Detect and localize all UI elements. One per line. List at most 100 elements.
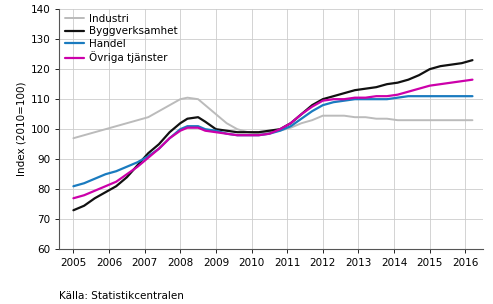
Handel [416,94,422,98]
Övriga tjänster [195,126,201,130]
Övriga tjänster [459,79,465,83]
Industri [437,118,443,122]
Byggverksamhet [459,61,465,65]
Byggverksamhet [202,120,208,123]
Industri [70,136,76,140]
Handel [266,132,272,136]
Handel [448,94,454,98]
Övriga tjänster [156,147,162,150]
Övriga tjänster [167,136,173,140]
Industri [234,127,240,131]
Byggverksamhet [469,58,475,62]
Byggverksamhet [92,196,98,200]
Övriga tjänster [184,126,190,130]
Övriga tjänster [81,193,87,197]
Övriga tjänster [352,96,358,99]
Industri [135,118,141,122]
Industri [167,103,173,107]
Övriga tjänster [124,172,130,176]
Industri [320,114,326,118]
Handel [103,172,108,176]
Övriga tjänster [309,105,315,109]
Handel [437,94,443,98]
Industri [469,118,475,122]
Handel [70,185,76,188]
Övriga tjänster [437,82,443,86]
Line: Handel: Handel [73,96,472,186]
Handel [113,169,119,173]
Handel [167,136,173,140]
Industri [459,118,465,122]
Industri [448,118,454,122]
Övriga tjänster [135,165,141,168]
Industri [256,132,262,136]
Byggverksamhet [288,121,294,125]
Övriga tjänster [256,133,262,137]
Handel [427,94,433,98]
Handel [81,181,87,185]
Övriga tjänster [448,81,454,85]
Industri [363,115,369,119]
Byggverksamhet [341,91,347,95]
Byggverksamhet [384,82,390,86]
Byggverksamhet [103,190,108,194]
Industri [202,103,208,107]
Text: Källa: Statistikcentralen: Källa: Statistikcentralen [59,291,184,301]
Övriga tjänster [92,189,98,192]
Övriga tjänster [363,96,369,99]
Handel [245,133,251,137]
Övriga tjänster [373,94,379,98]
Industri [145,115,151,119]
Byggverksamhet [298,112,304,116]
Industri [352,115,358,119]
Handel [320,103,326,107]
Byggverksamhet [135,164,141,167]
Industri [124,121,130,125]
Legend: Industri, Byggverksamhet, Handel, Övriga tjänster: Industri, Byggverksamhet, Handel, Övriga… [64,12,180,65]
Industri [330,114,336,118]
Handel [202,127,208,131]
Industri [113,124,119,128]
Industri [266,130,272,134]
Industri [373,117,379,120]
Industri [92,130,98,134]
Industri [288,126,294,130]
Industri [177,97,183,101]
Övriga tjänster [277,127,283,131]
Industri [81,133,87,137]
Industri [245,130,251,134]
Line: Övriga tjänster: Övriga tjänster [73,80,472,198]
Byggverksamhet [320,97,326,101]
Industri [277,129,283,133]
Övriga tjänster [330,97,336,101]
Handel [384,97,390,101]
Handel [277,129,283,133]
Handel [124,165,130,168]
Byggverksamhet [277,127,283,131]
Handel [459,94,465,98]
Industri [156,109,162,113]
Övriga tjänster [145,156,151,160]
Industri [405,118,411,122]
Handel [184,124,190,128]
Övriga tjänster [405,90,411,94]
Byggverksamhet [245,130,251,134]
Byggverksamhet [195,115,201,119]
Industri [213,112,219,116]
Handel [92,177,98,181]
Byggverksamhet [167,130,173,134]
Övriga tjänster [416,87,422,91]
Byggverksamhet [427,67,433,71]
Byggverksamhet [405,78,411,81]
Byggverksamhet [395,81,401,85]
Byggverksamhet [448,63,454,67]
Övriga tjänster [245,133,251,137]
Handel [405,94,411,98]
Byggverksamhet [309,103,315,107]
Byggverksamhet [224,129,230,133]
Handel [352,97,358,101]
Byggverksamhet [124,175,130,179]
Handel [177,127,183,131]
Handel [195,124,201,128]
Övriga tjänster [177,129,183,133]
